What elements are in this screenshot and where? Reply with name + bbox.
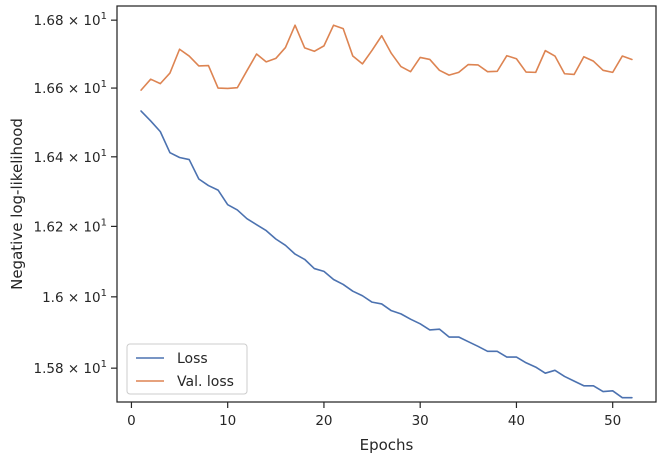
x-tick-label: 20 [315,413,332,429]
series-line-loss [140,110,633,399]
y-axis-label: Negative log-likelihood [8,118,26,290]
plot-frame [116,5,657,403]
y-tick-label: 1.62 × 101 [33,217,107,235]
series-line-val-loss [140,24,633,91]
plot-area [117,6,656,402]
legend-label-val-loss: Val. loss [177,374,234,390]
x-tick-label: 10 [219,413,236,429]
x-axis-label: Epochs [360,436,414,454]
y-tick-label: 1.6 × 101 [42,288,107,306]
y-tick-label: 1.68 × 101 [33,11,107,29]
legend: Loss Val. loss [126,343,248,395]
x-tick-label: 40 [508,413,525,429]
y-tick-label: 1.66 × 101 [33,79,107,97]
legend-label-loss: Loss [177,351,208,367]
x-tick-label: 0 [127,413,136,429]
y-tick-label: 1.58 × 101 [33,359,107,377]
x-tick-label: 50 [604,413,621,429]
x-tick-label: 30 [412,413,429,429]
y-tick-label: 1.64 × 101 [33,148,107,166]
